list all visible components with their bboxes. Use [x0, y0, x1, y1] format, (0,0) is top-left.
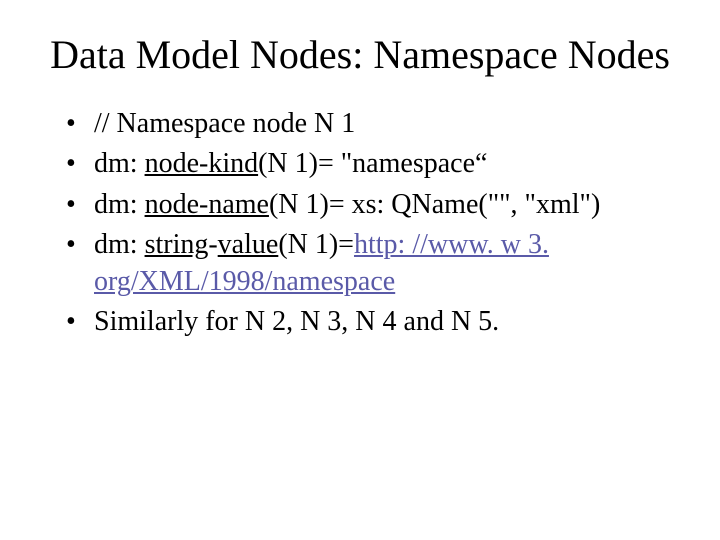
bullet-item-5: Similarly for N 2, N 3, N 4 and N 5.	[66, 304, 672, 340]
bullet-3-pre: dm:	[94, 189, 145, 220]
bullet-4-dash: -	[208, 229, 217, 260]
bullet-3-underlined: node-name	[145, 189, 269, 220]
bullet-item-2: dm: node-kind(N 1)= "namespace“	[66, 146, 672, 182]
bullet-2-underlined: node-kind	[145, 148, 259, 179]
bullet-4-pre: dm:	[94, 229, 145, 260]
bullet-list: // Namespace node N 1 dm: node-kind(N 1)…	[48, 106, 672, 340]
bullet-item-1: // Namespace node N 1	[66, 106, 672, 142]
bullet-2-pre: dm:	[94, 148, 145, 179]
bullet-3-post: (N 1)= xs: QName("", "xml")	[269, 189, 600, 220]
bullet-5-text: Similarly for N 2, N 3, N 4 and N 5.	[94, 306, 499, 337]
bullet-1-text: // Namespace node N 1	[94, 108, 355, 139]
bullet-item-3: dm: node-name(N 1)= xs: QName("", "xml")	[66, 187, 672, 223]
bullet-4-underlined-a: string	[145, 229, 209, 260]
slide-title: Data Model Nodes: Namespace Nodes	[48, 32, 672, 78]
bullet-4-mid: (N 1)=	[278, 229, 354, 260]
bullet-item-4: dm: string-value(N 1)=http: //www. w 3. …	[66, 227, 672, 300]
slide: Data Model Nodes: Namespace Nodes // Nam…	[0, 0, 720, 540]
bullet-4-underlined-b: value	[218, 229, 279, 260]
bullet-2-post: (N 1)= "namespace“	[258, 148, 487, 179]
